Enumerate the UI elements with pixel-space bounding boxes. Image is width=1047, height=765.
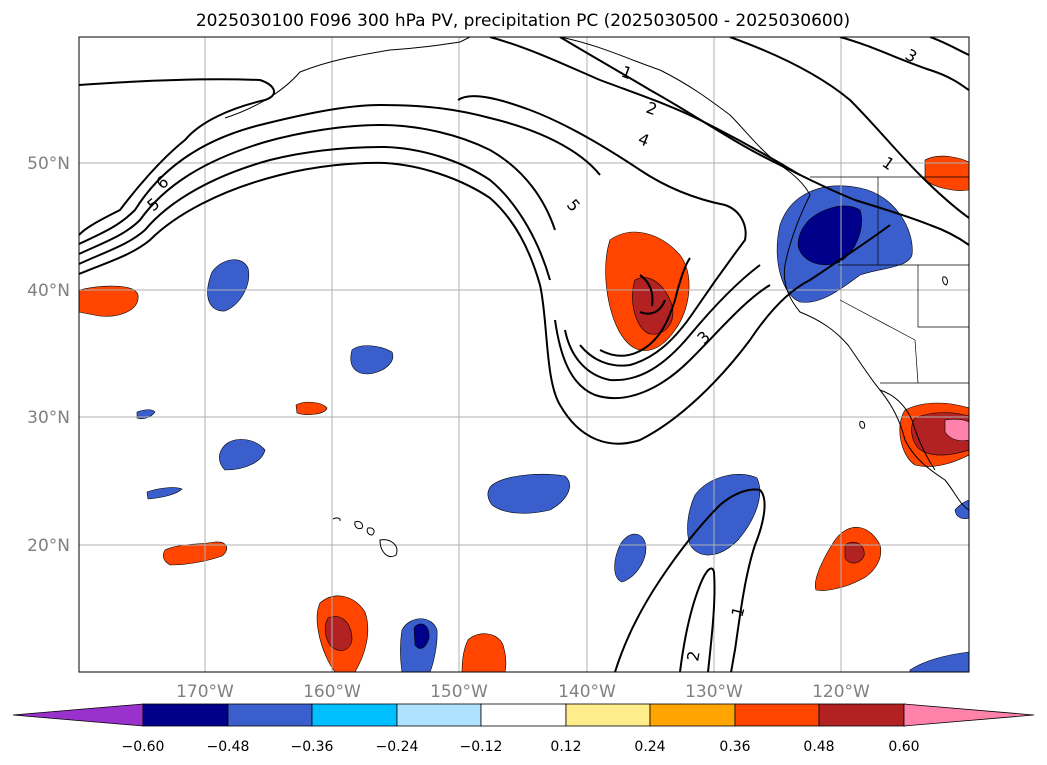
pv-contour	[839, 37, 969, 91]
precipitation-fill	[79, 155, 969, 672]
lat-label: 30°N	[27, 408, 70, 428]
colorbar-tick-label: −0.60	[122, 739, 165, 755]
map-area: 1 2 4 5 6 5 3 3 1 1 2	[79, 37, 969, 672]
pv-contour	[79, 161, 891, 445]
precip-negative-blob	[219, 439, 266, 471]
precip-negative-blob	[614, 533, 647, 583]
island	[942, 276, 948, 286]
precip-negative-blob	[207, 259, 250, 312]
colorbar-bin	[142, 703, 229, 727]
precip-negative-blob	[909, 651, 969, 672]
precip-negative-blob	[954, 499, 969, 520]
precip-negative-blob	[146, 487, 183, 500]
precip-positive-blob	[162, 541, 228, 566]
pv-contour	[599, 257, 691, 357]
colorbar-bin	[734, 703, 820, 727]
pv-contour	[639, 274, 666, 315]
colorbar-bin	[565, 703, 651, 727]
colorbar-tick-label: −0.12	[460, 739, 503, 755]
precip-negative-core	[413, 623, 430, 649]
precip-negative-blob	[350, 345, 394, 375]
colorbar-bin	[396, 703, 482, 727]
colorbar-tick-label: −0.24	[376, 739, 419, 755]
lon-label: 120°W	[812, 682, 870, 702]
precip-positive-blob	[79, 285, 139, 317]
contour-label: 1	[728, 604, 749, 619]
precip-positive-blob	[924, 155, 969, 191]
island	[366, 527, 375, 536]
colorbar-bin	[480, 703, 567, 727]
precip-negative-core	[797, 205, 862, 266]
precip-positive-core	[944, 418, 969, 442]
colorbar	[12, 703, 1035, 727]
pv-contour	[679, 567, 716, 672]
pv-contour	[564, 264, 761, 382]
colorbar-tick-label: 0.48	[803, 739, 834, 755]
lon-label: 160°W	[303, 682, 361, 702]
us-state-borders	[838, 177, 969, 384]
latitude-labels: 50°N 40°N 30°N 20°N	[27, 154, 70, 556]
colorbar-ticks: −0.60 −0.48 −0.36 −0.24 −0.12 0.12 0.24 …	[122, 739, 920, 755]
lon-label: 150°W	[430, 682, 488, 702]
colorbar-tick-label: 0.36	[719, 739, 750, 755]
lat-label: 20°N	[27, 536, 70, 556]
colorbar-tick-label: −0.48	[207, 739, 250, 755]
colorbar-bin	[649, 703, 736, 727]
pv-contour	[554, 284, 771, 400]
island	[354, 521, 363, 530]
lon-label: 140°W	[558, 682, 616, 702]
pv-contour	[457, 95, 747, 367]
pv-contour	[79, 78, 275, 236]
colorbar-tick-label: 0.12	[550, 739, 581, 755]
pv-contour	[929, 37, 969, 56]
precip-positive-blob	[461, 633, 507, 672]
figure-title: 2025030100 F096 300 hPa PV, precipitatio…	[196, 11, 850, 31]
lon-label: 130°W	[685, 682, 743, 702]
pv-contours	[79, 37, 969, 672]
map-frame	[78, 36, 970, 673]
alaska-panhandle-coast	[559, 37, 969, 511]
island	[379, 539, 398, 557]
colorbar-tick-label: 0.60	[888, 739, 919, 755]
precip-positive-blob	[295, 401, 328, 415]
contour-label: 2	[683, 649, 703, 662]
baja-peninsula-coast	[879, 389, 936, 471]
pv-contour	[729, 37, 969, 219]
colorbar-bin	[227, 703, 313, 727]
island	[332, 517, 341, 522]
precip-positive-core	[844, 541, 865, 564]
colorbar-bin	[818, 703, 905, 727]
pv-contour	[79, 123, 556, 255]
colorbar-tick-label: −0.36	[291, 739, 334, 755]
pv-contour	[489, 37, 801, 176]
lat-label: 50°N	[27, 154, 70, 174]
precip-negative-blob	[487, 474, 570, 514]
gridlines	[79, 37, 969, 672]
island	[859, 421, 866, 429]
longitude-labels: 170°W 160°W 150°W 140°W 130°W 120°W	[176, 682, 870, 702]
pv-contour	[79, 103, 601, 245]
colorbar-min-extend	[12, 703, 144, 727]
lat-label: 40°N	[27, 281, 70, 301]
pv-contour	[614, 488, 766, 672]
colorbar-tick-label: 0.24	[634, 739, 665, 755]
colorbar-max-extend	[903, 703, 1035, 727]
precip-negative-blob	[687, 474, 761, 556]
political-borders	[810, 176, 969, 384]
lon-label: 170°W	[176, 682, 234, 702]
pv-contour	[79, 145, 551, 281]
colorbar-bin	[311, 703, 398, 727]
